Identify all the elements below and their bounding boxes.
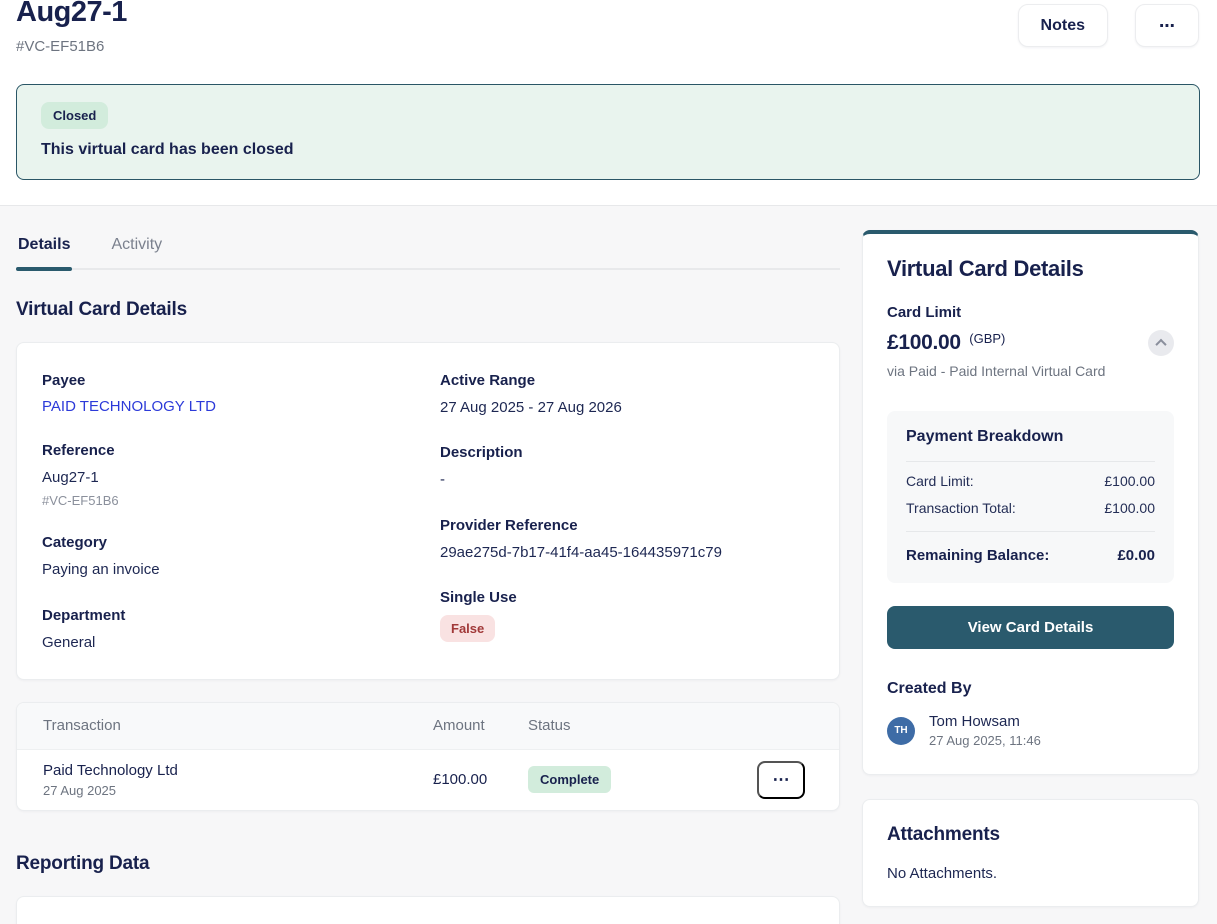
attachments-card: Attachments No Attachments.: [862, 799, 1199, 907]
details-right-column: Active Range 27 Aug 2025 - 27 Aug 2026 D…: [440, 372, 814, 655]
avatar: TH: [887, 716, 915, 745]
breakdown-remaining-balance: Remaining Balance: £0.00: [906, 531, 1155, 564]
page-title: Aug27-1: [16, 0, 127, 28]
closed-status-badge: Closed: [41, 102, 109, 129]
creator-name: Tom Howsam: [929, 713, 1020, 730]
reporting-data-card: Client Name Thap Ltd Cost Centre VIDEO1 …: [16, 895, 840, 924]
field-description: Description -: [440, 444, 523, 489]
column-header-transaction: Transaction: [43, 717, 121, 735]
closed-status-banner: Closed This virtual card has been closed: [16, 84, 1200, 180]
single-use-badge: False: [440, 614, 496, 642]
breakdown-row-transaction-total: Transaction Total: £100.00: [906, 500, 1155, 516]
field-category: Category Paying an invoice: [42, 534, 160, 579]
tab-details[interactable]: Details: [16, 230, 73, 271]
collapse-panel-button[interactable]: [1148, 330, 1174, 356]
field-active-range: Active Range 27 Aug 2025 - 27 Aug 2026: [440, 372, 622, 416]
creator-info: Tom Howsam 27 Aug 2025, 11:46: [929, 713, 1041, 748]
breakdown-row-card-limit: Card Limit: £100.00: [906, 473, 1155, 489]
chevron-up-icon: [1155, 338, 1167, 351]
card-provider-text: via Paid - Paid Internal Virtual Card: [887, 363, 1106, 379]
closed-banner-message: This virtual card has been closed: [41, 141, 294, 158]
transaction-cell: Paid Technology Ltd 27 Aug 2025: [43, 762, 433, 798]
attachments-empty-text: No Attachments.: [887, 865, 998, 882]
column-header-status: Status: [528, 717, 571, 735]
transaction-name: Paid Technology Ltd: [43, 761, 178, 779]
column-header-amount: Amount: [433, 717, 485, 735]
card-limit-amount: £100.00: [887, 331, 961, 354]
transaction-status-cell: Complete: [528, 766, 757, 794]
card-limit-currency: (GBP): [969, 331, 1006, 346]
page-header: Aug27-1 #VC-EF51B6 Notes ⋯ Closed This v…: [0, 0, 1217, 206]
content-area: Details Activity Virtual Card Details Pa…: [0, 206, 1217, 924]
sidebar-panel-title: Virtual Card Details: [887, 256, 1084, 281]
notes-button[interactable]: Notes: [1017, 4, 1108, 47]
payment-breakdown-title: Payment Breakdown: [906, 428, 1155, 462]
payee-link[interactable]: PAID TECHNOLOGY LTD: [42, 398, 216, 415]
creator-timestamp: 27 Aug 2025, 11:46: [929, 733, 1041, 748]
payment-breakdown-box: Payment Breakdown Card Limit: £100.00 Tr…: [887, 411, 1174, 583]
field-provider-reference: Provider Reference 29ae275d-7b17-41f4-aa…: [440, 516, 722, 561]
transactions-table: Transaction Amount Status Paid Technolog…: [16, 701, 840, 811]
transaction-more-button[interactable]: ⋯: [757, 760, 805, 799]
field-reference: Reference Aug27-1 #VC-EF51B6: [42, 442, 440, 508]
transaction-row: Paid Technology Ltd 27 Aug 2025 £100.00 …: [17, 750, 839, 810]
card-limit-label: Card Limit: [887, 304, 962, 321]
tab-activity[interactable]: Activity: [111, 236, 163, 253]
field-payee: Payee PAID TECHNOLOGY LTD: [42, 372, 216, 415]
section-heading-reporting-data: Reporting Data: [16, 852, 150, 874]
virtual-card-details-card: Payee PAID TECHNOLOGY LTD Reference Aug2…: [16, 342, 840, 680]
header-actions: Notes ⋯: [1017, 4, 1199, 47]
attachments-heading: Attachments: [887, 824, 1000, 845]
reference-sub-id: #VC-EF51B6: [42, 493, 119, 509]
main-column: Details Activity Virtual Card Details Pa…: [16, 230, 840, 924]
creator-row: TH Tom Howsam 27 Aug 2025, 11:46: [887, 713, 1174, 748]
view-card-details-button[interactable]: View Card Details: [887, 606, 1174, 649]
field-department: Department General: [42, 606, 126, 651]
transaction-amount: £100.00: [433, 771, 488, 789]
transaction-date: 27 Aug 2025: [43, 782, 117, 798]
field-single-use: Single Use False: [440, 589, 814, 642]
sidebar-card-details-panel: Virtual Card Details Card Limit £100.00 …: [862, 230, 1199, 775]
transaction-status-badge: Complete: [528, 766, 612, 794]
card-limit-amount-group: £100.00 (GBP): [887, 331, 1005, 355]
created-by-heading: Created By: [887, 680, 972, 697]
virtual-card-reference: #VC-EF51B6: [16, 38, 105, 55]
tab-bar: Details Activity: [16, 230, 840, 271]
transactions-header-row: Transaction Amount Status: [17, 702, 839, 750]
title-block: Aug27-1 #VC-EF51B6: [16, 0, 127, 55]
more-options-button[interactable]: ⋯: [1135, 4, 1199, 47]
sidebar: Virtual Card Details Card Limit £100.00 …: [862, 230, 1199, 907]
details-left-column: Payee PAID TECHNOLOGY LTD Reference Aug2…: [42, 372, 440, 655]
section-heading-card-details: Virtual Card Details: [16, 299, 187, 320]
